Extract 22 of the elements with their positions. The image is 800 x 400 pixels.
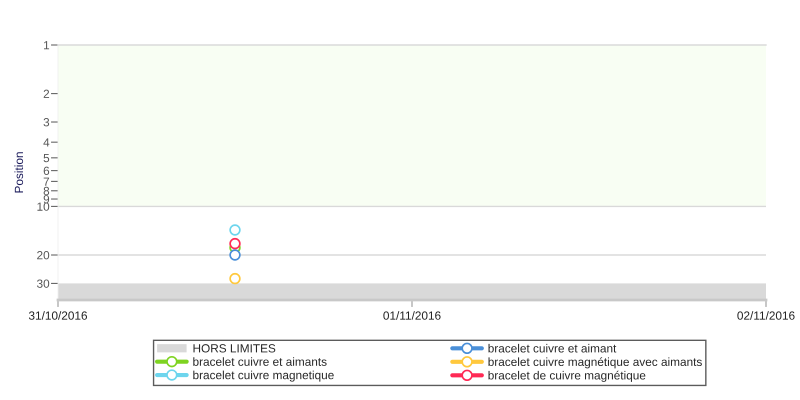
y-tick-label: 5 <box>44 154 50 162</box>
y-tick-label: 9 <box>44 195 50 204</box>
y-tick-label: 6 <box>44 166 50 175</box>
legend-label: HORS LIMITES <box>193 344 276 353</box>
y-tick-label: 20 <box>37 251 50 260</box>
x-tick-label: 02/11/2016 <box>737 311 795 320</box>
legend-label: bracelet cuivre magnétique avec aimants <box>488 357 702 368</box>
y-tick-label: 10 <box>37 202 50 211</box>
y-tick-label: 7 <box>44 178 50 186</box>
y-tick-label: 8 <box>44 186 50 196</box>
y-tick-label: 3 <box>44 118 50 126</box>
legend-label: bracelet de cuivre magnétique <box>488 370 646 382</box>
legend-label: bracelet cuivre et aimant <box>488 344 616 353</box>
x-tick-label: 01/11/2016 <box>383 311 441 320</box>
x-tick-label: 31/10/2016 <box>28 311 88 320</box>
legend-label: bracelet cuivre magnetique <box>193 370 334 382</box>
y-tick-label: 2 <box>44 90 50 98</box>
y-axis-title: Position <box>14 152 24 193</box>
y-tick-label: 4 <box>43 138 50 146</box>
y-tick-label: 30 <box>36 279 50 288</box>
legend-label: bracelet cuivre et aimants <box>193 357 327 366</box>
y-tick-label: 1 <box>44 41 50 50</box>
